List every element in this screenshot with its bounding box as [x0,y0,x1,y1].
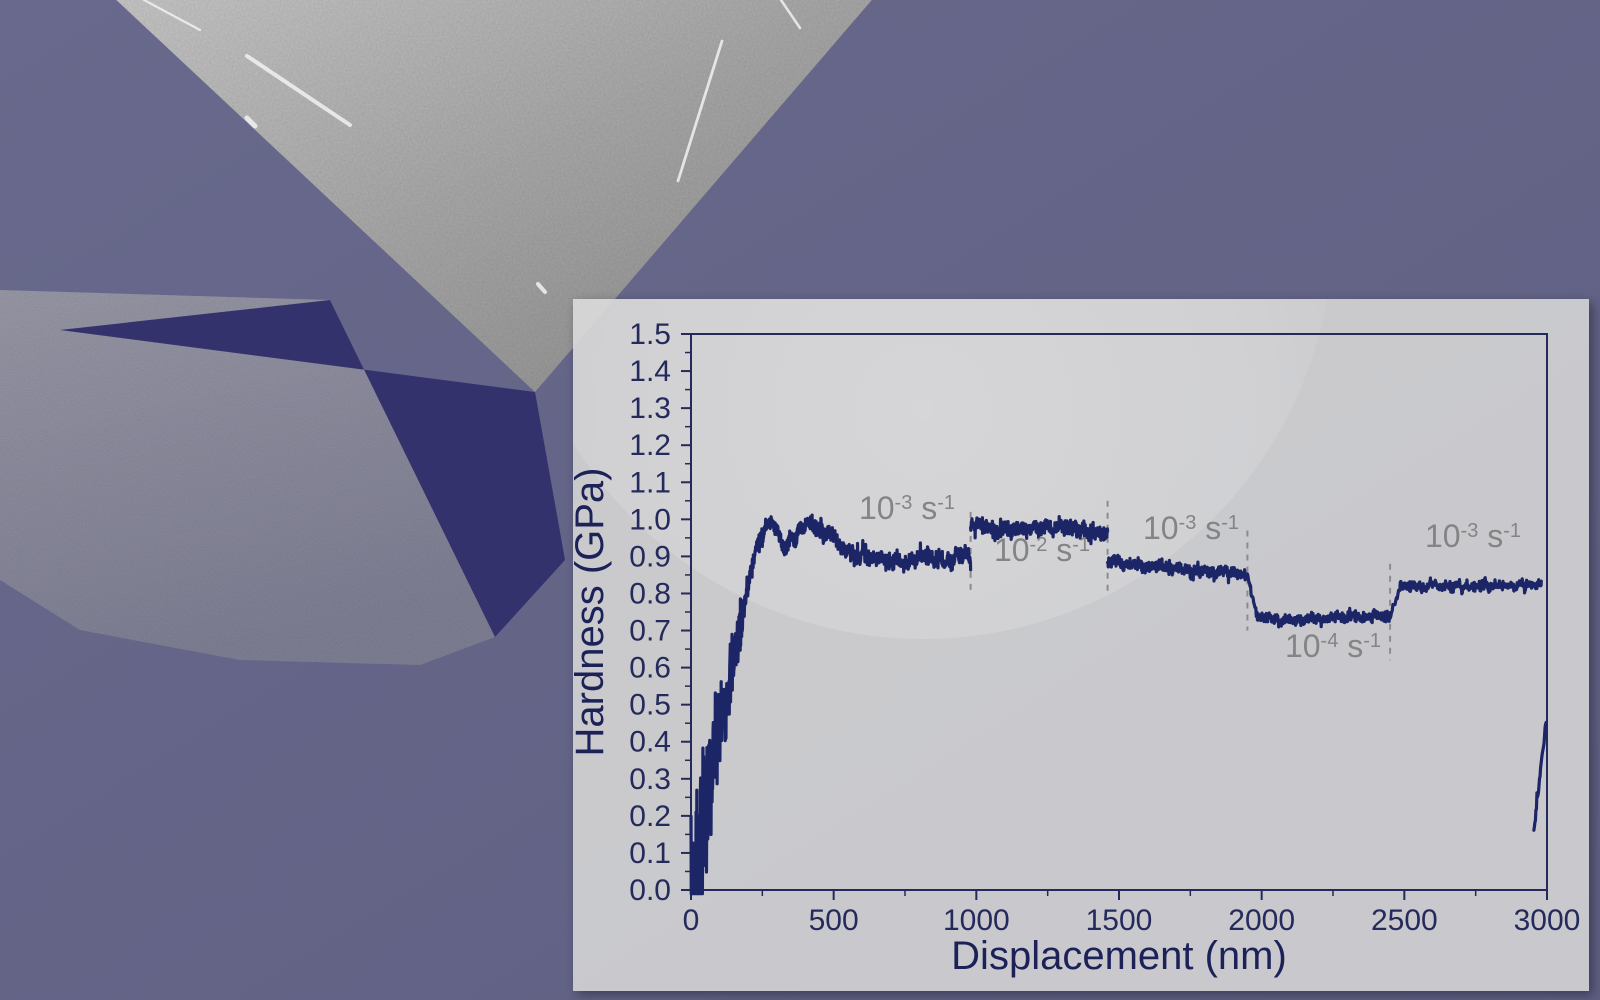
svg-text:0.1: 0.1 [629,837,671,870]
svg-text:Displacement (nm): Displacement (nm) [951,934,1287,978]
svg-text:10-4 s-1: 10-4 s-1 [1285,628,1381,664]
svg-text:500: 500 [809,904,859,937]
svg-text:10-2 s-1: 10-2 s-1 [994,532,1090,568]
svg-text:10-3 s-1: 10-3 s-1 [1425,518,1521,554]
svg-text:0.5: 0.5 [629,689,671,722]
svg-text:0.9: 0.9 [629,540,671,573]
svg-text:1500: 1500 [1086,904,1153,937]
svg-text:1.3: 1.3 [629,392,671,425]
svg-text:1.0: 1.0 [629,503,671,536]
svg-text:1.5: 1.5 [629,318,671,351]
svg-text:0.4: 0.4 [629,726,671,759]
svg-text:0.7: 0.7 [629,615,671,648]
svg-text:0.0: 0.0 [629,874,671,907]
svg-text:0.6: 0.6 [629,652,671,685]
svg-text:3000: 3000 [1514,904,1581,937]
svg-text:0.2: 0.2 [629,800,671,833]
svg-text:1.2: 1.2 [629,429,671,462]
svg-text:1.4: 1.4 [629,355,671,388]
svg-text:Hardness (GPa): Hardness (GPa) [573,468,612,757]
svg-text:1000: 1000 [943,904,1010,937]
svg-text:2000: 2000 [1228,904,1295,937]
svg-text:10-3 s-1: 10-3 s-1 [859,490,955,526]
svg-text:0.8: 0.8 [629,577,671,610]
svg-text:1.1: 1.1 [629,466,671,499]
svg-text:0.3: 0.3 [629,763,671,796]
svg-text:10-3 s-1: 10-3 s-1 [1143,510,1239,546]
svg-text:2500: 2500 [1371,904,1438,937]
svg-text:0: 0 [683,904,700,937]
